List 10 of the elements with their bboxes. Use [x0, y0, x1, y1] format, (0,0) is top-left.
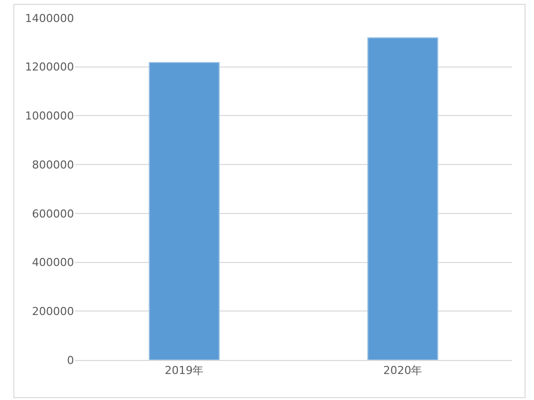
y-tick-label: 400000 [32, 256, 74, 270]
y-tick-label: 1400000 [25, 12, 74, 25]
y-tick-label: 1200000 [25, 60, 74, 74]
y-tick-label: 200000 [32, 304, 74, 318]
y-tick-label: 0 [67, 354, 74, 367]
y-tick-label: 600000 [32, 207, 74, 220]
x-tick-label: 2020年 [383, 364, 422, 378]
y-tick-label: 1000000 [25, 110, 74, 123]
x-tick-label: 2019年 [164, 364, 204, 378]
y-tick-label: 800000 [32, 158, 74, 172]
